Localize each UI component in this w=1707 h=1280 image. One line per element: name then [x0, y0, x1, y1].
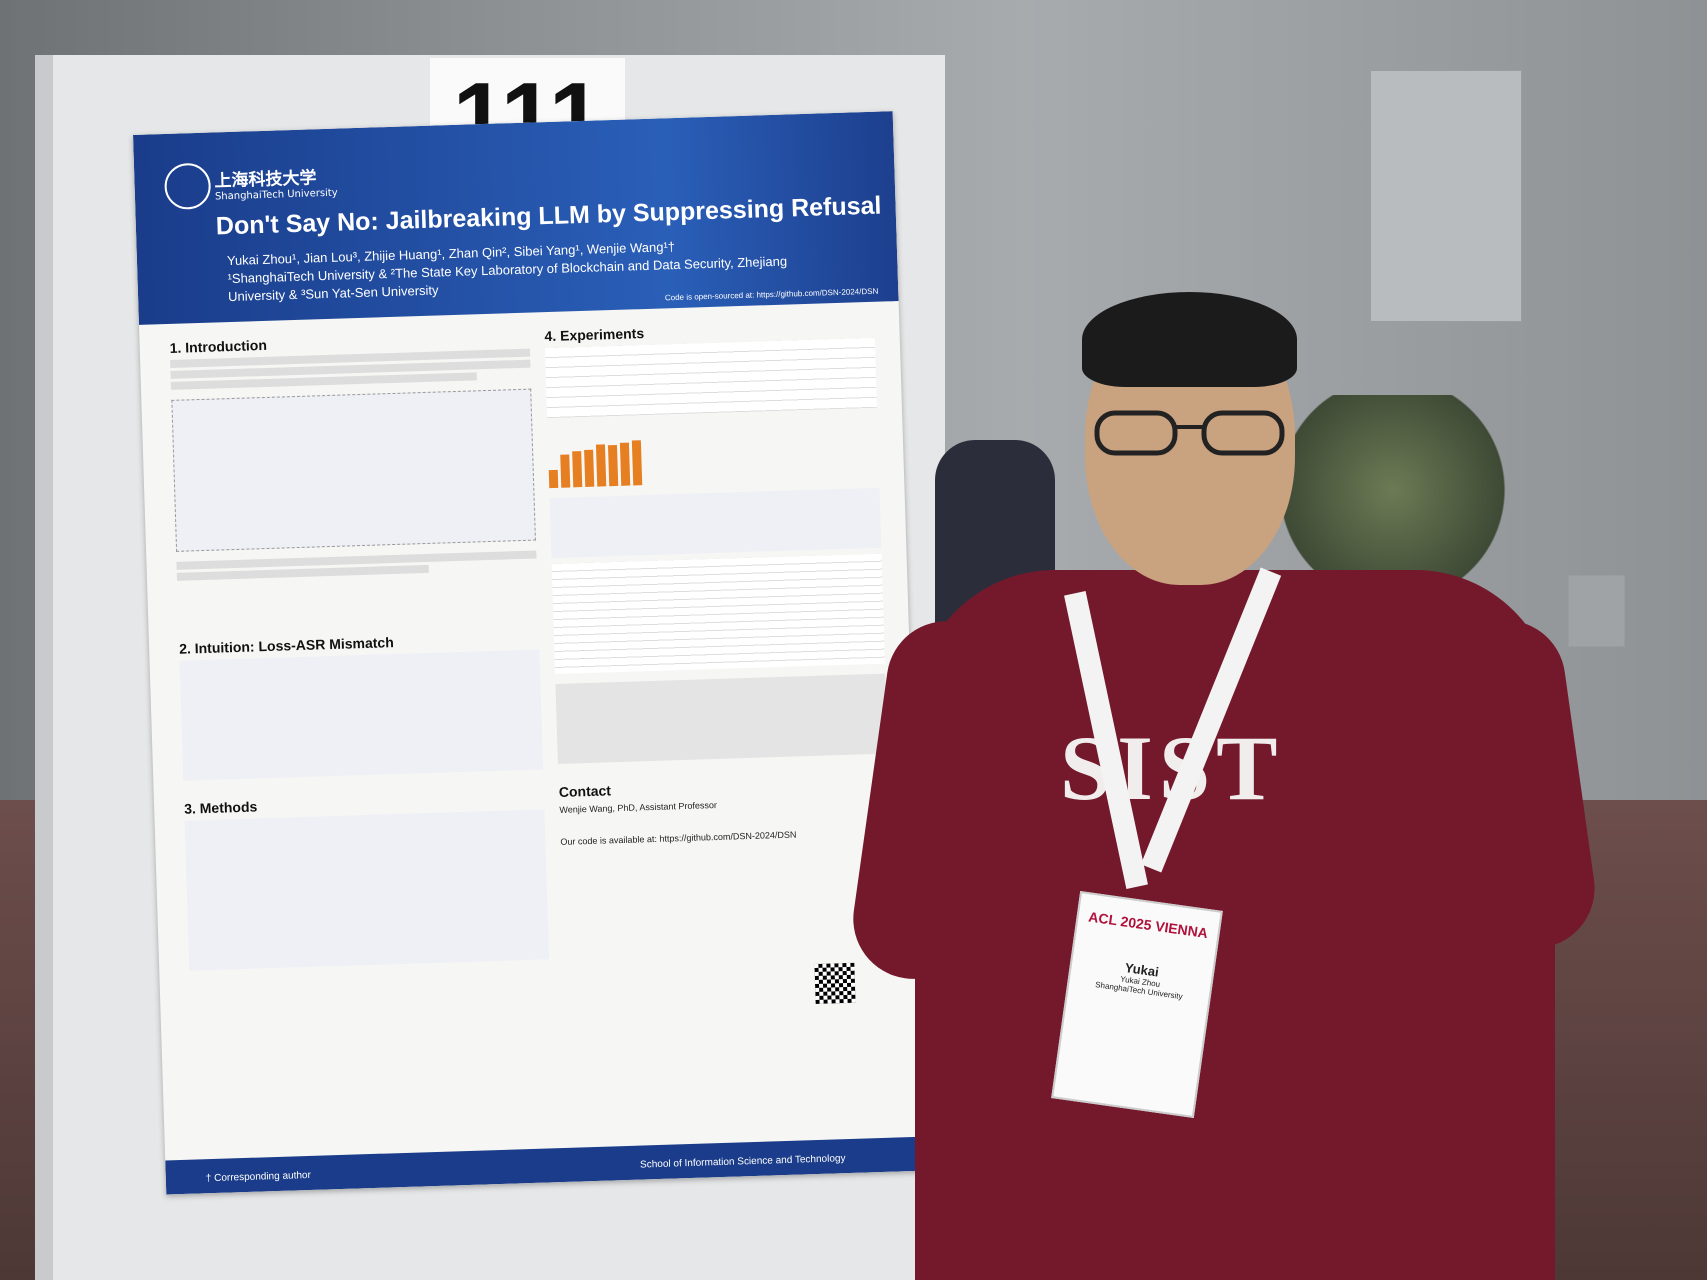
intuition-figure: [179, 649, 544, 781]
results-table: [544, 337, 877, 419]
badge-event: ACL 2025 VIENNA: [1087, 908, 1209, 942]
wall-panel: [1370, 70, 1522, 322]
chart-bar: [560, 454, 571, 488]
name-badge: ACL 2025 VIENNA Yukai Yukai Zhou Shangha…: [1051, 890, 1223, 1119]
wall-box: [1568, 575, 1625, 647]
chart-bar: [548, 469, 559, 489]
results-bar-chart: [547, 418, 879, 489]
poster-left-column: 1. Introduction 2. Intuition: Loss-ASR M…: [169, 323, 550, 971]
qr-code-icon: [814, 962, 856, 1004]
chart-bar: [572, 451, 583, 488]
methods-figure: [184, 809, 550, 971]
poster-header: 上海科技大学 ShanghaiTech University Don't Say…: [133, 111, 899, 325]
chart-bar: [607, 445, 619, 487]
screenshot-figure: [555, 673, 888, 764]
person-hair: [1082, 292, 1297, 387]
contact-code: Our code is available at: https://github…: [560, 829, 797, 847]
university-seal-icon: [163, 162, 212, 211]
results-table-2: [551, 553, 885, 675]
poster-right-column: 4. Experiments Contact Wenjie Wang, PhD,…: [544, 312, 890, 1004]
intro-figure: [171, 388, 536, 552]
chart-bar: [631, 440, 643, 486]
potted-plant: [1265, 395, 1520, 585]
footer-note: † Corresponding author: [205, 1169, 312, 1185]
research-poster: 上海科技大学 ShanghaiTech University Don't Say…: [133, 111, 926, 1195]
chart-bar: [595, 444, 607, 487]
glasses-icon: [1094, 410, 1285, 456]
chart-bar: [619, 442, 631, 486]
university-name: 上海科技大学 ShanghaiTech University: [214, 163, 338, 202]
footer-school: School of Information Science and Techno…: [639, 1153, 846, 1171]
chart-bar: [584, 449, 595, 487]
scatter-plots: [549, 487, 882, 559]
